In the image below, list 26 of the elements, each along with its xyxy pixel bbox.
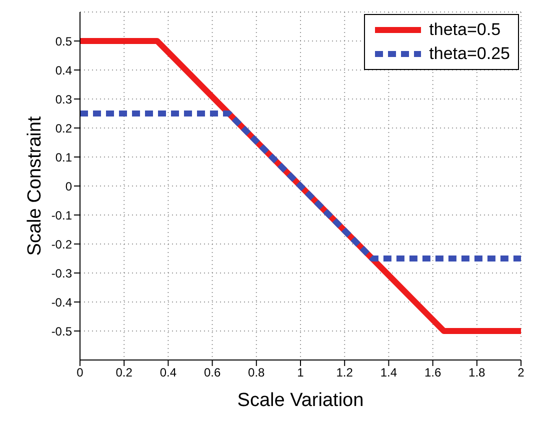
x-tick-label: 0.8: [248, 366, 266, 380]
y-tick-label: -0.2: [51, 237, 72, 252]
x-tick-label: 1.6: [424, 366, 442, 380]
y-tick-label: -0.3: [51, 266, 72, 280]
x-tick-label: 1.8: [468, 366, 486, 380]
y-tick-label: 0.4: [55, 63, 72, 78]
y-axis-title: Scale Constraint: [24, 116, 46, 256]
y-tick-label: -0.1: [51, 208, 72, 222]
x-axis-title: Scale Variation: [237, 390, 364, 411]
x-tick-label: 2: [518, 366, 525, 380]
x-tick-label: 0.4: [160, 366, 177, 380]
y-tick-label: 0.3: [55, 92, 72, 106]
legend-label: theta=0.5: [429, 19, 501, 41]
x-tick-label: 0.6: [204, 366, 221, 380]
y-tick-label: 0: [65, 179, 72, 194]
y-tick-label: 0.2: [55, 121, 72, 136]
x-tick-label: 0.2: [116, 366, 133, 380]
x-tick-label: 1.4: [380, 366, 398, 380]
legend-label: theta=0.25: [429, 43, 510, 65]
x-tick-label: 1: [297, 366, 304, 380]
y-tick-label: -0.5: [51, 324, 72, 338]
x-tick-label: 1.2: [336, 366, 354, 380]
x-tick-label: 0: [76, 366, 84, 380]
y-tick-label: 0.5: [55, 34, 72, 48]
y-tick-label: 0.1: [55, 150, 72, 164]
y-tick-label: -0.4: [51, 295, 72, 310]
